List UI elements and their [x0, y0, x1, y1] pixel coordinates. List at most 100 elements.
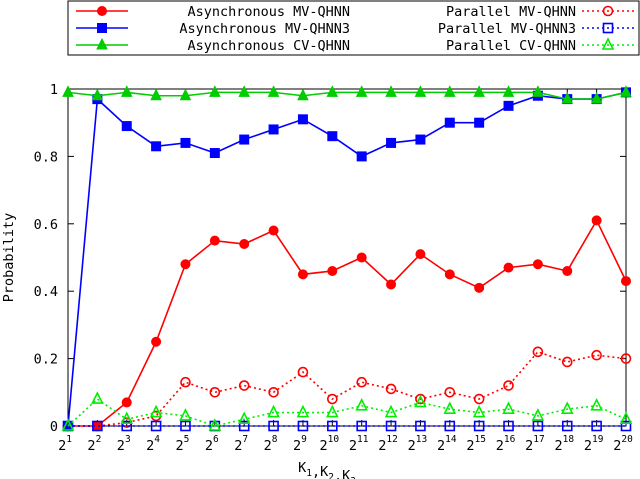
data-point — [384, 404, 398, 418]
data-point — [120, 411, 134, 425]
y-tick-label: 0 — [50, 419, 58, 435]
data-point — [150, 88, 162, 101]
data-point — [151, 141, 162, 152]
data-point — [415, 420, 426, 432]
data-point — [473, 85, 485, 97]
data-point — [238, 420, 250, 432]
x-tick-label: 220 — [613, 434, 633, 454]
legend-item: Asynchronous MV-QHNN — [76, 4, 350, 20]
data-point — [386, 279, 397, 290]
x-tick-label: 26 — [205, 434, 219, 454]
data-point — [503, 380, 514, 391]
x-tick-label: 212 — [378, 434, 398, 454]
x-axis-title: K1,K2,K3 — [298, 460, 356, 479]
data-point — [327, 393, 338, 405]
x-tick-label: 218 — [554, 434, 574, 454]
data-point — [326, 404, 339, 418]
data-point — [209, 386, 221, 398]
data-point — [474, 117, 485, 128]
data-point — [591, 349, 602, 361]
legend-label: Parallel MV-QHNN — [446, 4, 576, 20]
data-point — [356, 151, 367, 162]
data-point — [385, 383, 397, 395]
x-tick-label: 28 — [264, 434, 278, 454]
legend-item: Asynchronous MV-QHNN3 — [76, 21, 350, 37]
legend-label: Parallel MV-QHNN3 — [438, 21, 576, 37]
legend-label: Asynchronous CV-QHNN — [187, 38, 350, 54]
data-point — [97, 23, 107, 33]
data-point — [503, 420, 514, 432]
series-line — [68, 350, 627, 427]
data-point — [120, 85, 133, 97]
data-point — [356, 252, 367, 263]
data-point — [414, 394, 427, 408]
data-point — [474, 282, 485, 293]
series-asynchronous-mv-qhnn3 — [63, 87, 631, 431]
data-point — [180, 137, 191, 148]
data-point — [297, 420, 309, 432]
data-point — [296, 404, 310, 418]
data-point — [91, 391, 104, 404]
data-point — [92, 420, 103, 432]
data-point — [591, 215, 602, 226]
series-line — [67, 398, 627, 427]
series-parallel-cv-qhnn — [61, 391, 633, 431]
data-point — [532, 259, 543, 270]
data-point — [150, 420, 162, 432]
data-point — [385, 85, 397, 97]
data-point — [415, 393, 426, 405]
series-asynchronous-cv-qhnn — [62, 85, 632, 104]
data-point — [602, 5, 614, 17]
data-point — [297, 114, 308, 125]
data-point — [561, 420, 573, 432]
data-point — [237, 411, 251, 425]
x-tick-label: 210 — [320, 434, 340, 454]
data-point — [267, 85, 280, 97]
data-point — [239, 239, 250, 250]
data-point — [619, 411, 633, 425]
x-tick-label: 214 — [437, 434, 457, 454]
data-point — [502, 85, 515, 97]
x-tick-label: 23 — [117, 434, 131, 454]
data-point — [268, 225, 279, 236]
data-point — [267, 404, 280, 418]
x-tick-label: 22 — [87, 434, 101, 454]
x-tick-label: 216 — [496, 434, 516, 454]
data-point — [209, 85, 221, 97]
data-point — [91, 88, 104, 101]
plot-frame — [67, 88, 627, 427]
data-point — [532, 420, 544, 432]
data-point — [239, 134, 250, 145]
data-point — [268, 124, 279, 135]
data-point — [386, 137, 397, 148]
data-point — [179, 88, 192, 101]
data-point — [443, 401, 457, 414]
data-point — [385, 420, 397, 432]
data-point — [180, 376, 191, 388]
data-point — [180, 259, 191, 270]
legend-item: Parallel MV-QHNN3 — [438, 21, 634, 37]
data-point — [62, 85, 74, 97]
data-point — [297, 269, 308, 280]
x-tick-label: 215 — [466, 434, 486, 454]
x-tick-label: 24 — [146, 434, 160, 454]
data-point — [355, 397, 368, 411]
data-point — [473, 420, 485, 432]
y-tick-label: 0.8 — [34, 149, 58, 165]
data-point — [561, 356, 573, 368]
data-point — [621, 276, 631, 287]
x-tick-label: 219 — [584, 434, 604, 454]
data-point — [356, 376, 367, 388]
axis-labels: 0 0.2 0.4 0.6 0.8 1 21 22 23 24 25 26 27 28 29 210 211 21… — [1, 82, 633, 479]
data-point — [326, 85, 339, 97]
legend-item: Parallel CV-QHNN — [446, 37, 634, 54]
y-tick-label: 0.2 — [34, 352, 58, 368]
series-layer — [61, 85, 633, 432]
data-point — [562, 265, 573, 276]
data-point — [590, 397, 603, 411]
data-point — [602, 22, 614, 34]
x-tick-label: 217 — [525, 434, 545, 454]
data-point — [97, 6, 107, 16]
